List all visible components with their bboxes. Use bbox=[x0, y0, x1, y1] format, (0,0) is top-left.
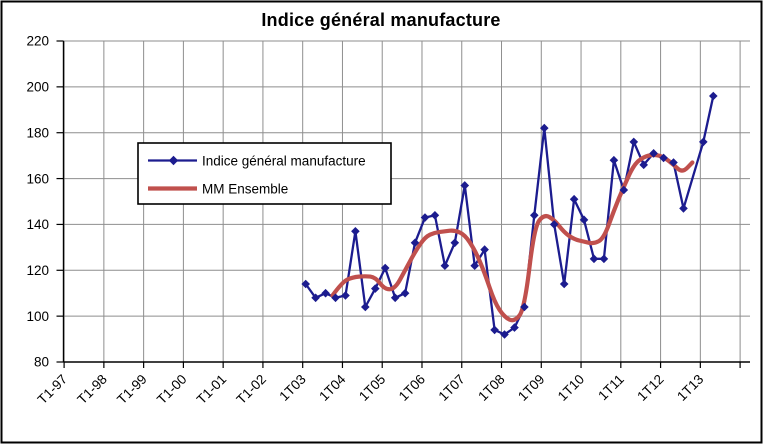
data-point-marker bbox=[311, 293, 320, 303]
x-tick-label: 1T07 bbox=[435, 372, 467, 404]
y-tick-label: 220 bbox=[26, 34, 49, 49]
data-point-marker bbox=[659, 153, 668, 163]
data-point-marker bbox=[639, 160, 648, 170]
data-point-marker bbox=[430, 211, 440, 220]
legend-label-mm: MM Ensemble bbox=[202, 182, 288, 197]
chart-title: Indice général manufacture bbox=[261, 10, 500, 30]
x-tick-label: T1-97 bbox=[35, 372, 71, 408]
data-point-marker bbox=[440, 261, 450, 270]
data-point-marker bbox=[500, 330, 509, 339]
data-point-marker bbox=[679, 204, 688, 213]
y-tick-label: 180 bbox=[26, 125, 49, 140]
data-point-marker bbox=[480, 245, 489, 254]
y-tick-label: 100 bbox=[26, 309, 49, 324]
data-point-marker bbox=[420, 213, 430, 222]
data-point-marker bbox=[450, 238, 460, 248]
data-point-marker bbox=[410, 238, 420, 248]
data-point-marker bbox=[589, 254, 599, 264]
x-tick-label: T1-02 bbox=[233, 372, 269, 408]
data-point-marker bbox=[649, 149, 658, 158]
x-tick-label: T1-00 bbox=[154, 372, 190, 408]
legend-diamond-marker-icon bbox=[168, 155, 179, 166]
y-tick-label: 200 bbox=[26, 80, 49, 95]
data-point-marker bbox=[371, 284, 380, 293]
data-point-marker bbox=[579, 215, 589, 225]
data-point-marker bbox=[321, 288, 330, 298]
data-point-marker bbox=[709, 91, 718, 101]
y-tick-label: 80 bbox=[34, 355, 49, 370]
data-point-marker bbox=[510, 323, 519, 332]
data-point-marker bbox=[341, 291, 350, 300]
x-tick-label: T1-98 bbox=[74, 372, 110, 408]
data-point-marker bbox=[390, 293, 400, 303]
x-tick-label: 1T08 bbox=[475, 372, 507, 404]
x-tick-label: 1T06 bbox=[396, 372, 428, 404]
x-tick-label: 1T04 bbox=[316, 371, 349, 404]
data-point-marker bbox=[609, 155, 619, 165]
x-tick-label: 1T03 bbox=[276, 372, 308, 404]
series-layer bbox=[301, 91, 718, 339]
data-point-marker bbox=[361, 302, 370, 312]
data-point-marker bbox=[331, 293, 340, 303]
axes bbox=[56, 40, 750, 368]
data-point-marker bbox=[549, 220, 559, 229]
x-tick-label: 1T09 bbox=[515, 372, 547, 404]
data-point-marker bbox=[530, 211, 539, 220]
data-point-marker bbox=[599, 254, 609, 264]
data-point-marker bbox=[520, 302, 529, 312]
data-point-marker bbox=[460, 181, 470, 190]
data-point-marker bbox=[559, 279, 569, 289]
legend-label-indice: Indice général manufacture bbox=[202, 154, 366, 169]
data-point-marker bbox=[380, 263, 390, 273]
data-point-marker bbox=[619, 185, 629, 195]
data-point-marker bbox=[470, 261, 479, 270]
mm-ensemble-line bbox=[330, 152, 695, 323]
x-tick-label: 1T13 bbox=[674, 372, 706, 404]
data-point-marker bbox=[699, 137, 708, 147]
y-tick-label: 120 bbox=[26, 263, 49, 278]
data-point-marker bbox=[301, 279, 310, 289]
x-tick-label: 1T10 bbox=[555, 372, 587, 404]
y-tick-label: 140 bbox=[26, 217, 49, 232]
data-point-marker bbox=[540, 123, 549, 133]
data-point-marker bbox=[400, 288, 410, 298]
x-tick-label: T1-99 bbox=[114, 372, 150, 408]
y-tick-label: 160 bbox=[26, 171, 49, 186]
data-point-marker bbox=[351, 227, 360, 236]
legend-box bbox=[137, 142, 392, 205]
x-tick-label: 1T12 bbox=[634, 372, 666, 404]
x-tick-label: 1T11 bbox=[595, 372, 627, 404]
legend: Indice général manufacture MM Ensemble bbox=[137, 142, 392, 205]
data-point-marker bbox=[629, 137, 639, 147]
data-point-marker bbox=[669, 158, 678, 167]
indice-series-line bbox=[304, 95, 715, 336]
data-point-marker bbox=[569, 194, 579, 204]
x-tick-label: T1-01 bbox=[194, 372, 230, 408]
x-tick-label: 1T05 bbox=[356, 372, 388, 404]
data-point-marker bbox=[490, 325, 499, 335]
